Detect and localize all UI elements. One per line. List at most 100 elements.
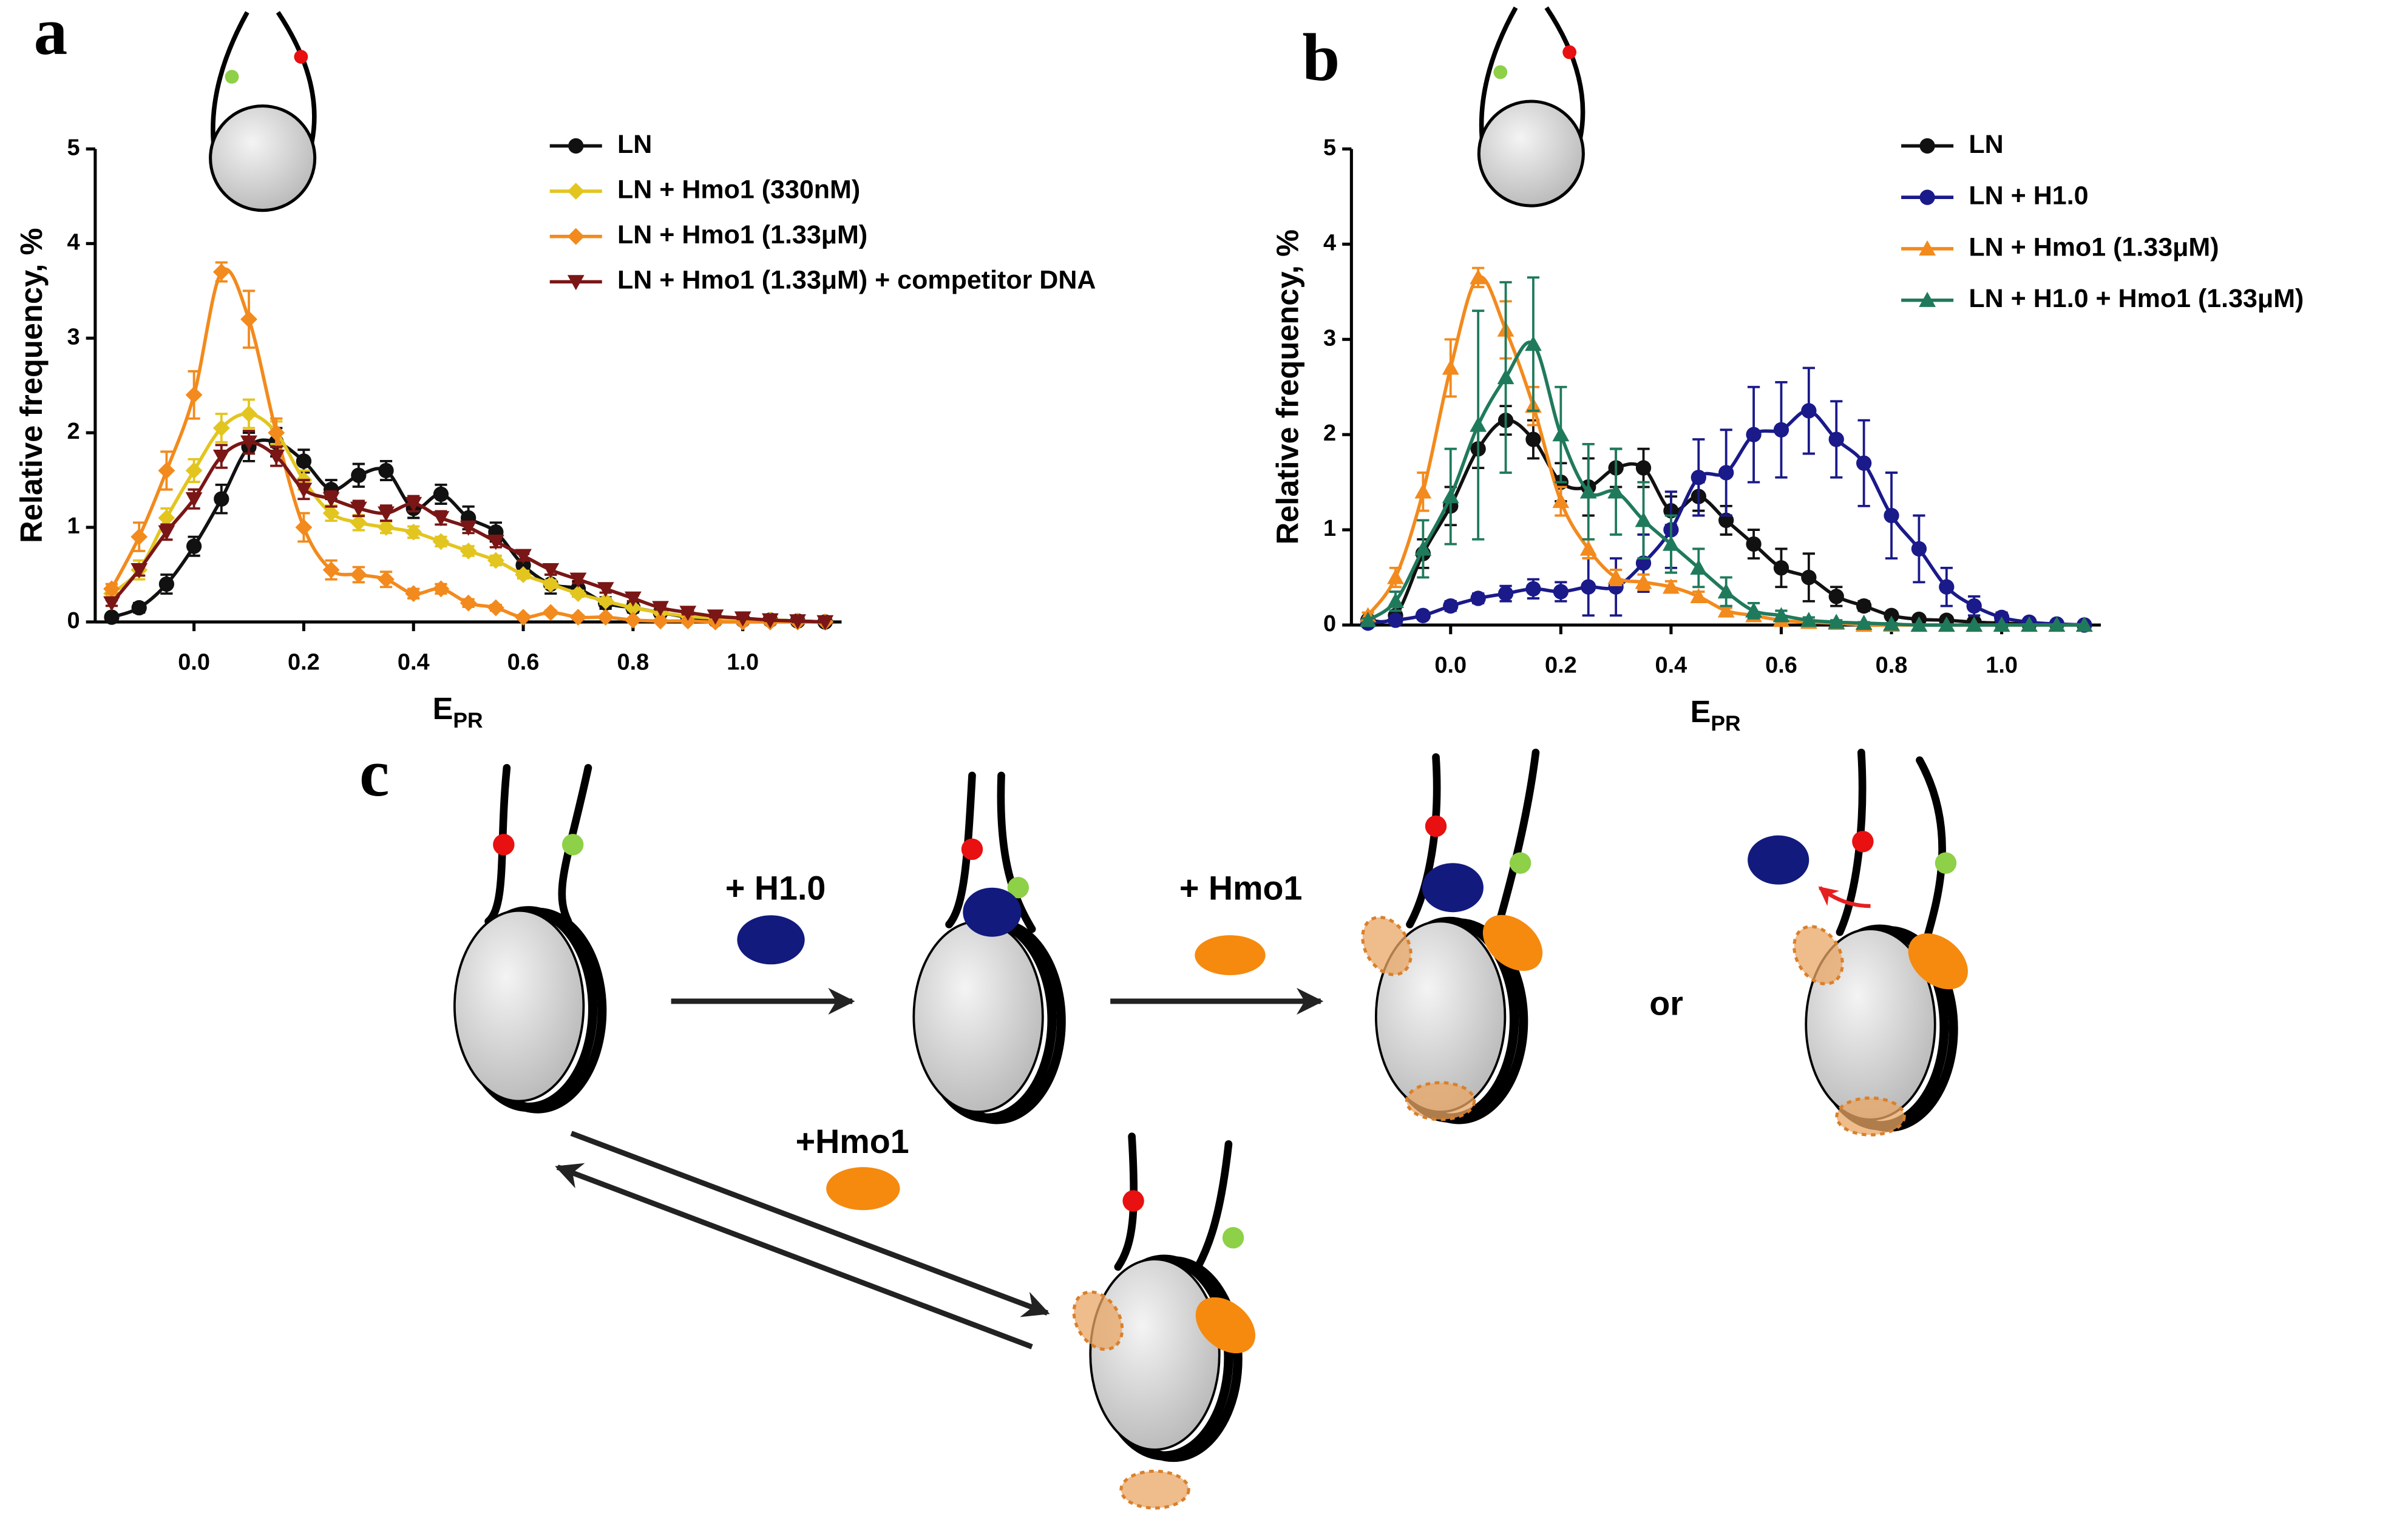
protein — [1482, 914, 1543, 971]
data-point — [1579, 483, 1597, 499]
data-point — [569, 609, 587, 626]
x-tick-label: 0.8 — [617, 649, 649, 675]
data-point — [296, 453, 312, 469]
data-point — [542, 563, 560, 579]
protein — [737, 915, 805, 965]
data-point — [131, 600, 147, 616]
dna-strand — [1836, 748, 1867, 936]
data-point — [185, 492, 203, 508]
protein — [1908, 933, 1968, 990]
data-point — [295, 482, 313, 498]
data-point — [378, 519, 395, 536]
y-tick-label: 5 — [67, 135, 80, 161]
data-point — [1855, 614, 1873, 630]
data-point — [1773, 422, 1789, 438]
protein — [963, 887, 1022, 937]
data-point — [1965, 617, 1983, 632]
data-point — [1717, 602, 1735, 618]
data-point — [104, 609, 120, 625]
data-point — [1470, 590, 1486, 606]
x-axis-label-subscript: PR — [1711, 711, 1740, 735]
dna-strand — [276, 11, 317, 144]
data-point — [212, 419, 230, 437]
data-point — [240, 405, 257, 422]
y-tick-label: 2 — [67, 419, 80, 444]
data-point — [1883, 615, 1900, 631]
legend-marker — [1919, 291, 1936, 307]
fluorophore — [1122, 1190, 1144, 1212]
data-point — [1746, 427, 1762, 442]
data-point — [131, 563, 148, 579]
data-point — [103, 596, 120, 612]
histone-core — [453, 909, 585, 1103]
x-tick-label: 1.0 — [727, 649, 759, 675]
data-point — [1746, 536, 1762, 552]
data-point — [1773, 560, 1789, 576]
data-point — [542, 604, 560, 621]
data-point — [597, 609, 614, 626]
data-point — [1443, 598, 1459, 614]
data-point — [460, 520, 477, 536]
data-point — [212, 263, 230, 281]
legend-label: LN + Hmo1 (1.33μM) — [617, 220, 867, 249]
y-tick-label: 5 — [1323, 135, 1336, 161]
fluorophore — [1509, 852, 1531, 874]
data-point — [1938, 617, 1955, 632]
data-point — [1525, 581, 1541, 597]
data-point — [185, 462, 203, 479]
data-point — [816, 615, 834, 630]
dna-strand — [1406, 753, 1441, 928]
data-point — [487, 599, 504, 617]
dna-strand — [558, 763, 592, 925]
legend-marker — [567, 275, 585, 291]
data-point — [158, 525, 175, 541]
data-point — [405, 496, 422, 512]
data-point — [679, 606, 697, 621]
data-point — [185, 386, 203, 404]
hmo1-faded — [1835, 1096, 1906, 1137]
legend-marker — [567, 183, 585, 200]
data-point — [515, 549, 532, 564]
x-tick-label: 1.0 — [1986, 652, 2018, 678]
data-point — [734, 611, 751, 627]
data-point — [1690, 559, 1708, 575]
dna-strand — [1114, 1132, 1138, 1271]
data-point — [624, 591, 642, 607]
y-tick-label: 1 — [67, 513, 80, 539]
legend-label: LN + Hmo1 (1.33μM) — [1969, 232, 2219, 262]
data-point — [432, 580, 450, 598]
legend-marker — [568, 138, 584, 154]
data-point — [1801, 569, 1817, 586]
hmo1-faded — [1072, 1290, 1124, 1351]
data-point — [1442, 488, 1459, 504]
step-label: +Hmo1 — [796, 1123, 909, 1160]
data-point — [240, 311, 257, 328]
data-point — [1856, 598, 1872, 614]
data-point — [1581, 579, 1596, 595]
data-point — [1966, 598, 1982, 614]
protein — [1422, 863, 1484, 913]
y-tick-label: 0 — [1323, 611, 1336, 637]
dna-strand — [484, 763, 511, 925]
x-axis-label: E — [433, 691, 453, 726]
x-tick-label: 0.8 — [1876, 652, 1908, 678]
hmo1-faded — [1119, 1469, 1190, 1510]
x-axis-label-subscript: PR — [453, 708, 483, 732]
step-label: + Hmo1 — [1179, 869, 1303, 907]
hmo1-faded — [1405, 1081, 1476, 1121]
data-point — [1745, 602, 1762, 618]
data-point — [322, 492, 340, 508]
protein — [1195, 1297, 1256, 1354]
data-point — [1662, 535, 1680, 551]
data-point — [268, 449, 285, 465]
y-axis-label: Relative frequency, % — [1270, 229, 1305, 544]
data-point — [432, 511, 450, 527]
x-tick-label: 0.6 — [507, 649, 540, 675]
data-point — [1525, 336, 1542, 351]
protein — [826, 1167, 900, 1211]
data-point — [1415, 607, 1431, 623]
x-tick-label: 0.2 — [288, 649, 320, 675]
panel-label: a — [34, 0, 68, 69]
data-point — [1662, 578, 1680, 594]
